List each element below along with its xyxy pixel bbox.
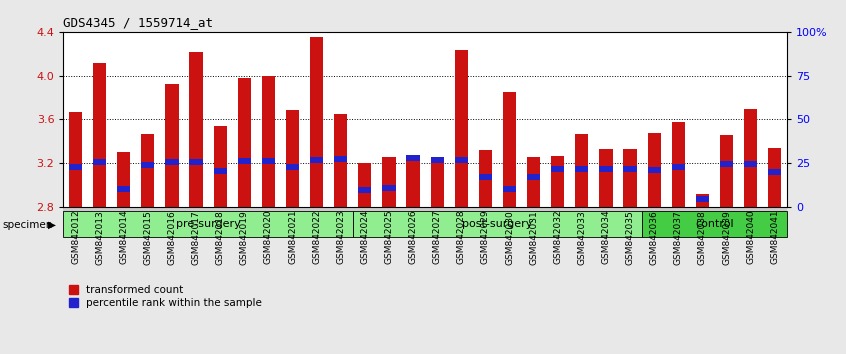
Bar <box>117 152 130 207</box>
Bar <box>190 52 203 207</box>
Bar <box>69 164 82 170</box>
Bar <box>431 163 444 207</box>
Bar <box>406 157 420 207</box>
Bar <box>286 164 299 170</box>
Bar <box>165 159 179 165</box>
Text: specimen: specimen <box>3 220 53 230</box>
Bar <box>744 109 757 207</box>
Bar <box>768 148 782 207</box>
Bar <box>503 92 516 207</box>
Bar <box>238 158 251 164</box>
Bar <box>238 78 251 207</box>
Bar <box>213 168 227 174</box>
Bar <box>575 166 589 172</box>
Bar <box>334 114 348 207</box>
Bar <box>599 166 613 172</box>
Legend: transformed count, percentile rank within the sample: transformed count, percentile rank withi… <box>69 285 262 308</box>
Text: post-surgery: post-surgery <box>462 219 533 229</box>
Bar <box>642 211 787 237</box>
Bar <box>69 112 82 207</box>
Bar <box>190 159 203 165</box>
Bar <box>213 126 227 207</box>
Bar <box>527 174 541 180</box>
Bar <box>165 85 179 207</box>
Bar <box>479 174 492 180</box>
Bar <box>353 211 642 237</box>
Bar <box>624 149 637 207</box>
Bar <box>575 134 589 207</box>
Bar <box>93 63 107 207</box>
Bar <box>261 158 275 164</box>
Bar <box>454 157 468 163</box>
Text: control: control <box>695 219 733 229</box>
Bar <box>695 196 709 202</box>
Bar <box>310 37 323 207</box>
Text: pre-surgery: pre-surgery <box>176 219 240 229</box>
Bar <box>672 122 685 207</box>
Bar <box>286 110 299 207</box>
Bar <box>63 211 353 237</box>
Bar <box>310 157 323 163</box>
Bar <box>551 166 564 172</box>
Bar <box>647 167 661 173</box>
Bar <box>93 159 107 165</box>
Bar <box>358 163 371 207</box>
Bar <box>141 162 155 168</box>
Bar <box>454 51 468 207</box>
Text: ▶: ▶ <box>48 220 56 230</box>
Bar <box>141 134 155 207</box>
Bar <box>261 76 275 207</box>
Bar <box>599 149 613 207</box>
Bar <box>744 161 757 167</box>
Bar <box>382 157 396 207</box>
Bar <box>720 161 733 167</box>
Bar <box>647 133 661 207</box>
Bar <box>431 157 444 163</box>
Bar <box>117 186 130 192</box>
Bar <box>624 166 637 172</box>
Bar <box>720 135 733 207</box>
Bar <box>503 186 516 192</box>
Bar <box>334 156 348 162</box>
Text: GDS4345 / 1559714_at: GDS4345 / 1559714_at <box>63 16 213 29</box>
Bar <box>768 169 782 175</box>
Bar <box>358 187 371 193</box>
Bar <box>406 155 420 161</box>
Bar <box>695 194 709 207</box>
Bar <box>672 164 685 170</box>
Bar <box>479 150 492 207</box>
Bar <box>382 185 396 191</box>
Bar <box>551 156 564 207</box>
Bar <box>527 157 541 207</box>
